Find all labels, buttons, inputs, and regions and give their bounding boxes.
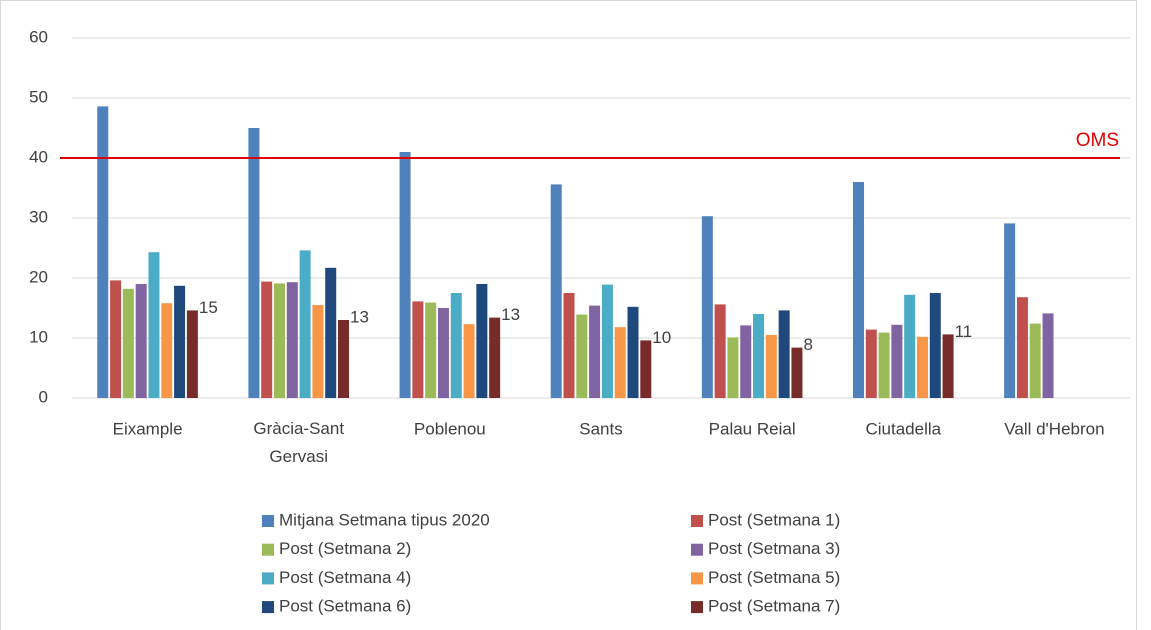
- data-label: 8: [803, 335, 812, 354]
- bar: [891, 324, 903, 398]
- legend-label: Post (Setmana 4): [279, 568, 411, 587]
- bar: [286, 282, 298, 398]
- bar: [274, 283, 286, 398]
- data-label: 13: [350, 307, 369, 326]
- bar: [450, 293, 462, 398]
- bar: [563, 293, 575, 398]
- bar: [589, 305, 601, 398]
- bar: [878, 332, 890, 398]
- bar: [135, 284, 147, 398]
- bar: [727, 337, 739, 398]
- bar: [463, 324, 475, 398]
- y-tick-label: 40: [29, 147, 48, 166]
- legend-label: Post (Setmana 1): [708, 510, 840, 529]
- legend-swatch: [691, 601, 703, 614]
- bar: [550, 184, 562, 398]
- bar: [161, 303, 173, 398]
- bar: [299, 250, 311, 398]
- bar: [1016, 297, 1028, 398]
- legend-label: Post (Setmana 6): [279, 597, 411, 616]
- bar: [122, 288, 134, 398]
- legend-swatch: [691, 572, 703, 585]
- bar: [916, 336, 928, 398]
- x-tick-label: Eixample: [113, 419, 183, 438]
- bar: [865, 329, 877, 398]
- bar: [1042, 313, 1054, 398]
- data-label: 15: [199, 298, 218, 317]
- bar: [627, 306, 639, 398]
- x-tick-label: Vall d'Hebron: [1004, 419, 1104, 438]
- bar: [740, 325, 752, 398]
- legend-label: Mitjana Setmana tipus 2020: [279, 510, 490, 529]
- bar: [1004, 223, 1016, 398]
- bar: [753, 314, 765, 398]
- bar: [174, 285, 186, 398]
- bar: [399, 152, 411, 398]
- bar: [576, 314, 588, 398]
- data-label: 10: [652, 328, 671, 347]
- bar: [701, 216, 713, 398]
- bar: [338, 320, 350, 398]
- bar: [437, 308, 449, 398]
- legend-swatch: [262, 543, 274, 556]
- reference-label: OMS: [1076, 130, 1119, 151]
- legend-label: Post (Setmana 2): [279, 539, 411, 558]
- x-tick-label: Poblenou: [414, 419, 486, 438]
- x-tick-label: Ciutadella: [865, 419, 941, 438]
- bar: [425, 302, 437, 398]
- bar: [640, 340, 652, 398]
- legend-label: Post (Setmana 3): [708, 539, 840, 558]
- bar: [110, 280, 122, 398]
- y-tick-label: 60: [29, 27, 48, 46]
- bar: [97, 106, 109, 399]
- bar: [765, 335, 777, 398]
- x-tick-label: Sants: [579, 419, 622, 438]
- bar: [929, 293, 941, 398]
- y-tick-label: 20: [29, 267, 48, 286]
- legend-swatch: [262, 572, 274, 585]
- bar: [1029, 323, 1041, 398]
- legend-swatch: [262, 515, 274, 527]
- bar: [148, 252, 160, 398]
- bar: [312, 305, 324, 398]
- data-label: 11: [955, 322, 973, 341]
- bar: [852, 182, 864, 398]
- x-tick-label: Palau Reial: [709, 419, 796, 438]
- bar: [904, 294, 916, 398]
- bar: [489, 317, 501, 398]
- bar: [186, 310, 198, 398]
- bar: [791, 347, 803, 398]
- bar: [942, 334, 954, 398]
- bar: [601, 284, 613, 398]
- bar: [714, 304, 726, 398]
- legend-label: Post (Setmana 7): [708, 597, 840, 616]
- bar: [325, 267, 337, 398]
- bar: [248, 128, 260, 398]
- y-tick-label: 10: [29, 327, 48, 346]
- legend-swatch: [691, 515, 703, 527]
- x-tick-label: Gràcia-Sant Gervasi: [253, 419, 344, 466]
- bar: [778, 310, 790, 398]
- legend-swatch: [691, 543, 703, 556]
- bar: [614, 327, 626, 398]
- y-tick-label: 50: [29, 87, 48, 106]
- y-tick-label: 0: [39, 387, 48, 406]
- bar: [412, 301, 424, 398]
- y-tick-label: 30: [29, 207, 48, 226]
- legend-swatch: [262, 601, 274, 614]
- bar: [476, 284, 488, 398]
- bar: [261, 281, 273, 398]
- legend-label: Post (Setmana 5): [708, 568, 840, 587]
- data-label: 13: [501, 305, 520, 324]
